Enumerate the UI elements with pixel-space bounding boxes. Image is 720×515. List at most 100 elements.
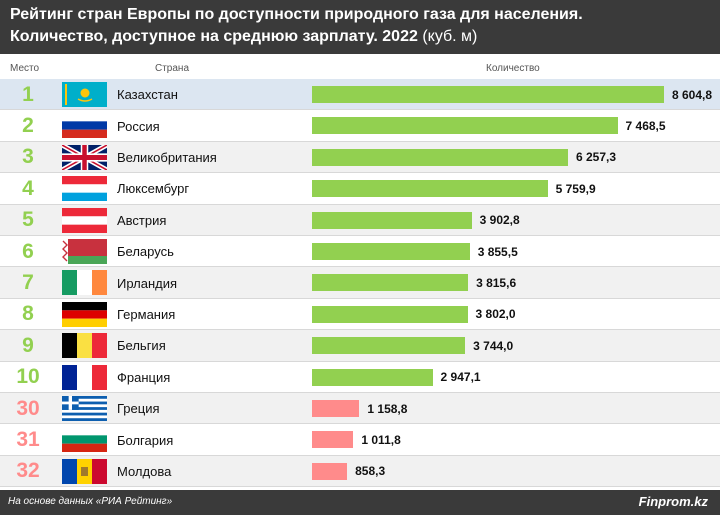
rank-label: 2 xyxy=(22,114,34,138)
rank-label: 7 xyxy=(22,271,34,295)
table-row: 30 Греция 1 158,8 xyxy=(0,393,720,425)
country-label: Болгария xyxy=(117,432,174,448)
chart-title-line2: Количество, доступное на среднюю зарплат… xyxy=(10,28,477,46)
value-label: 3 744,0 xyxy=(473,338,514,353)
table-row: 9 Бельгия 3 744,0 xyxy=(0,330,720,362)
row-divider xyxy=(0,234,720,236)
table-row: 5 Австрия 3 902,8 xyxy=(0,204,720,236)
row-divider xyxy=(0,486,720,488)
belarus-flag-icon xyxy=(62,239,107,264)
country-label: Люксембург xyxy=(117,181,190,197)
table-row: 1 Казахстан 8 604,8 xyxy=(0,79,720,111)
luxembourg-flag-icon xyxy=(62,176,107,202)
chart-title-line1: Рейтинг стран Европы по доступности прир… xyxy=(10,6,583,23)
bar xyxy=(312,337,466,355)
column-header-country: Страна xyxy=(155,63,190,74)
value-label: 3 855,5 xyxy=(477,244,518,259)
column-header-amount: Количество xyxy=(486,63,540,74)
rank-label: 4 xyxy=(22,176,34,200)
france-flag-icon xyxy=(62,364,107,390)
bar xyxy=(312,462,348,480)
row-divider xyxy=(0,266,720,268)
bar xyxy=(312,368,433,386)
value-label: 3 902,8 xyxy=(479,213,520,228)
source-note: На основе данных «РИА Рейтинг» xyxy=(8,496,173,507)
kazakhstan-flag-icon xyxy=(62,82,107,107)
bar xyxy=(312,211,472,229)
rank-label: 8 xyxy=(22,302,34,326)
russia-flag-icon xyxy=(62,113,107,139)
country-label: Россия xyxy=(117,118,160,134)
bar xyxy=(312,431,354,449)
value-label: 8 604,8 xyxy=(672,87,713,102)
rank-label: 6 xyxy=(22,239,34,263)
austria-flag-icon xyxy=(62,207,107,233)
country-label: Франция xyxy=(117,369,171,385)
row-divider xyxy=(0,203,720,205)
row-divider xyxy=(0,391,720,393)
bar xyxy=(312,400,360,417)
row-divider xyxy=(0,329,720,331)
rank-label: 31 xyxy=(16,428,40,452)
country-label: Молдова xyxy=(117,463,172,479)
value-label: 1 011,8 xyxy=(361,433,401,448)
country-label: Греция xyxy=(117,401,160,417)
bar xyxy=(312,243,470,260)
row-divider xyxy=(0,423,720,425)
country-label: Бельгия xyxy=(117,338,166,354)
country-label: Ирландия xyxy=(117,275,178,291)
table-row: 3 Великобритания 6 257,3 xyxy=(0,141,720,174)
rank-label: 9 xyxy=(22,333,34,357)
greece-flag-icon xyxy=(62,396,107,421)
moldova-flag-icon xyxy=(62,458,107,484)
value-label: 858,3 xyxy=(355,464,386,479)
value-label: 3 815,6 xyxy=(476,276,517,291)
row-divider xyxy=(0,454,720,456)
bar xyxy=(312,180,548,198)
belgium-flag-icon xyxy=(62,333,107,359)
table-row: 7 Ирландия 3 815,6 xyxy=(0,267,720,299)
country-label: Беларусь xyxy=(117,244,174,260)
row-divider xyxy=(0,172,720,174)
row-divider xyxy=(0,140,720,142)
value-label: 2 947,1 xyxy=(440,370,481,385)
row-divider xyxy=(0,109,720,111)
table-row: 10 Франция 2 947,1 xyxy=(0,362,720,393)
value-label: 5 759,9 xyxy=(555,181,596,196)
bar xyxy=(312,117,618,135)
uk-flag-icon xyxy=(62,144,107,170)
germany-flag-icon xyxy=(62,301,107,327)
bulgaria-flag-icon xyxy=(62,427,107,453)
chart-footer: На основе данных «РИА Рейтинг» Finprom.k… xyxy=(0,490,720,515)
chart-title-unit: (куб. м) xyxy=(422,28,478,45)
bar xyxy=(312,148,568,166)
value-label: 3 802,0 xyxy=(475,307,516,322)
row-divider xyxy=(0,297,720,299)
table-row: 4 Люксембург 5 759,9 xyxy=(0,173,720,205)
chart-header: Рейтинг стран Европы по доступности прир… xyxy=(0,0,720,54)
table-row: 31 Болгария 1 011,8 xyxy=(0,424,720,456)
rank-label: 5 xyxy=(22,208,34,232)
rank-label: 32 xyxy=(16,459,40,483)
rank-label: 1 xyxy=(22,82,34,106)
country-label: Германия xyxy=(117,306,176,322)
rank-label: 10 xyxy=(16,365,40,389)
country-label: Казахстан xyxy=(117,87,178,103)
table-row: 6 Беларусь 3 855,5 xyxy=(0,236,720,268)
bar xyxy=(312,86,664,103)
value-label: 7 468,5 xyxy=(625,119,666,134)
rank-label: 30 xyxy=(16,396,40,420)
rank-label: 3 xyxy=(22,145,34,169)
value-label: 6 257,3 xyxy=(575,150,617,165)
table-row: 2 Россия 7 468,5 xyxy=(0,110,720,142)
chart-title-main: Количество, доступное на среднюю зарплат… xyxy=(10,28,418,45)
row-divider xyxy=(0,360,720,362)
value-label: 1 158,8 xyxy=(367,401,408,416)
country-label: Великобритания xyxy=(117,149,217,165)
country-label: Австрия xyxy=(117,212,167,228)
bar xyxy=(312,305,468,323)
column-header-rank: Место xyxy=(10,63,40,74)
table-row: 32 Молдова 858,3 xyxy=(0,455,720,488)
table-row: 8 Германия 3 802,0 xyxy=(0,299,720,331)
bar xyxy=(312,274,469,292)
